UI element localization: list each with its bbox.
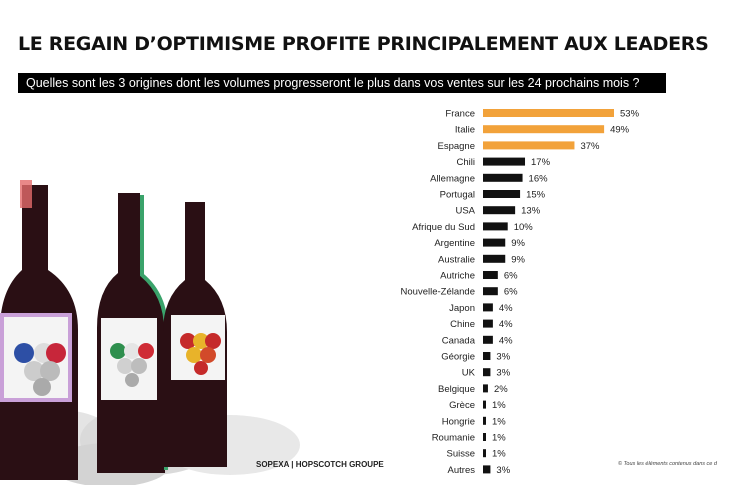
category-label: Nouvelle-Zélande <box>401 287 475 298</box>
bar <box>483 109 614 117</box>
bottle-italy <box>97 193 168 473</box>
category-label: Belgique <box>438 384 475 395</box>
bar <box>483 222 508 231</box>
value-label: 4% <box>499 303 513 314</box>
value-label: 53% <box>620 109 640 120</box>
wine-bottles-illustration <box>0 180 300 485</box>
value-label: 49% <box>610 125 630 136</box>
bar <box>483 433 486 441</box>
page-title: LE REGAIN D’OPTIMISME PROFITE PRINCIPALE… <box>18 33 709 55</box>
value-label: 37% <box>580 141 600 152</box>
value-label: 10% <box>514 222 534 233</box>
bar <box>483 206 516 215</box>
bar <box>483 238 506 247</box>
category-label: Afrique du Sud <box>412 222 475 233</box>
value-label: 17% <box>531 157 551 168</box>
category-label: Roumanie <box>432 433 475 444</box>
bar <box>483 141 575 150</box>
bar <box>483 335 493 344</box>
category-label: Argentine <box>434 238 475 249</box>
category-label: Canada <box>442 335 476 346</box>
bar <box>483 157 526 166</box>
value-label: 1% <box>492 449 506 460</box>
bar <box>483 125 605 134</box>
category-label: USA <box>455 206 475 217</box>
bar <box>483 352 491 360</box>
bar <box>483 400 486 409</box>
category-label: Japon <box>449 303 475 314</box>
category-label: France <box>445 109 475 120</box>
value-label: 9% <box>511 238 525 249</box>
value-label: 6% <box>504 271 518 282</box>
category-label: Géorgie <box>441 352 475 363</box>
bar <box>483 303 493 312</box>
value-label: 13% <box>521 206 541 217</box>
value-label: 2% <box>494 384 508 395</box>
category-label: Allemagne <box>430 173 475 184</box>
bar <box>483 190 521 198</box>
value-label: 3% <box>496 368 510 379</box>
value-label: 1% <box>492 433 506 444</box>
value-label: 3% <box>496 352 510 363</box>
source-credit: SOPEXA | HOPSCOTCH GROUPE <box>256 460 384 469</box>
bar <box>483 271 498 279</box>
category-label: Suisse <box>446 449 475 460</box>
value-label: 4% <box>499 335 513 346</box>
question-banner: Quelles sont les 3 origines dont les vol… <box>18 73 666 93</box>
category-label: UK <box>462 368 476 379</box>
category-label: Chine <box>450 319 475 330</box>
category-label: Australie <box>438 254 475 265</box>
bottle-spain <box>163 202 227 467</box>
bar <box>483 254 506 263</box>
category-label: Portugal <box>440 190 475 201</box>
category-label: Autriche <box>440 271 475 282</box>
value-label: 6% <box>504 287 518 298</box>
category-label: Espagne <box>437 141 475 152</box>
bar <box>483 319 493 328</box>
bar <box>483 416 486 425</box>
bar <box>483 465 491 474</box>
category-label: Italie <box>455 125 475 136</box>
bar <box>483 368 491 377</box>
value-label: 16% <box>529 173 549 184</box>
value-label: 9% <box>511 254 525 265</box>
value-label: 1% <box>492 400 506 411</box>
bar <box>483 449 486 458</box>
category-label: Autres <box>448 465 476 476</box>
bottle-france <box>0 180 78 480</box>
bar <box>483 384 488 393</box>
copyright-footnote: © Tous les éléments contenus dans ce d <box>618 461 717 467</box>
value-label: 15% <box>526 190 546 201</box>
category-label: Chili <box>457 157 475 168</box>
category-label: Grèce <box>449 400 475 411</box>
bar <box>483 173 523 182</box>
value-label: 4% <box>499 319 513 330</box>
bar <box>483 287 498 296</box>
value-label: 1% <box>492 416 506 427</box>
value-label: 3% <box>496 465 510 476</box>
category-label: Hongrie <box>442 416 475 427</box>
